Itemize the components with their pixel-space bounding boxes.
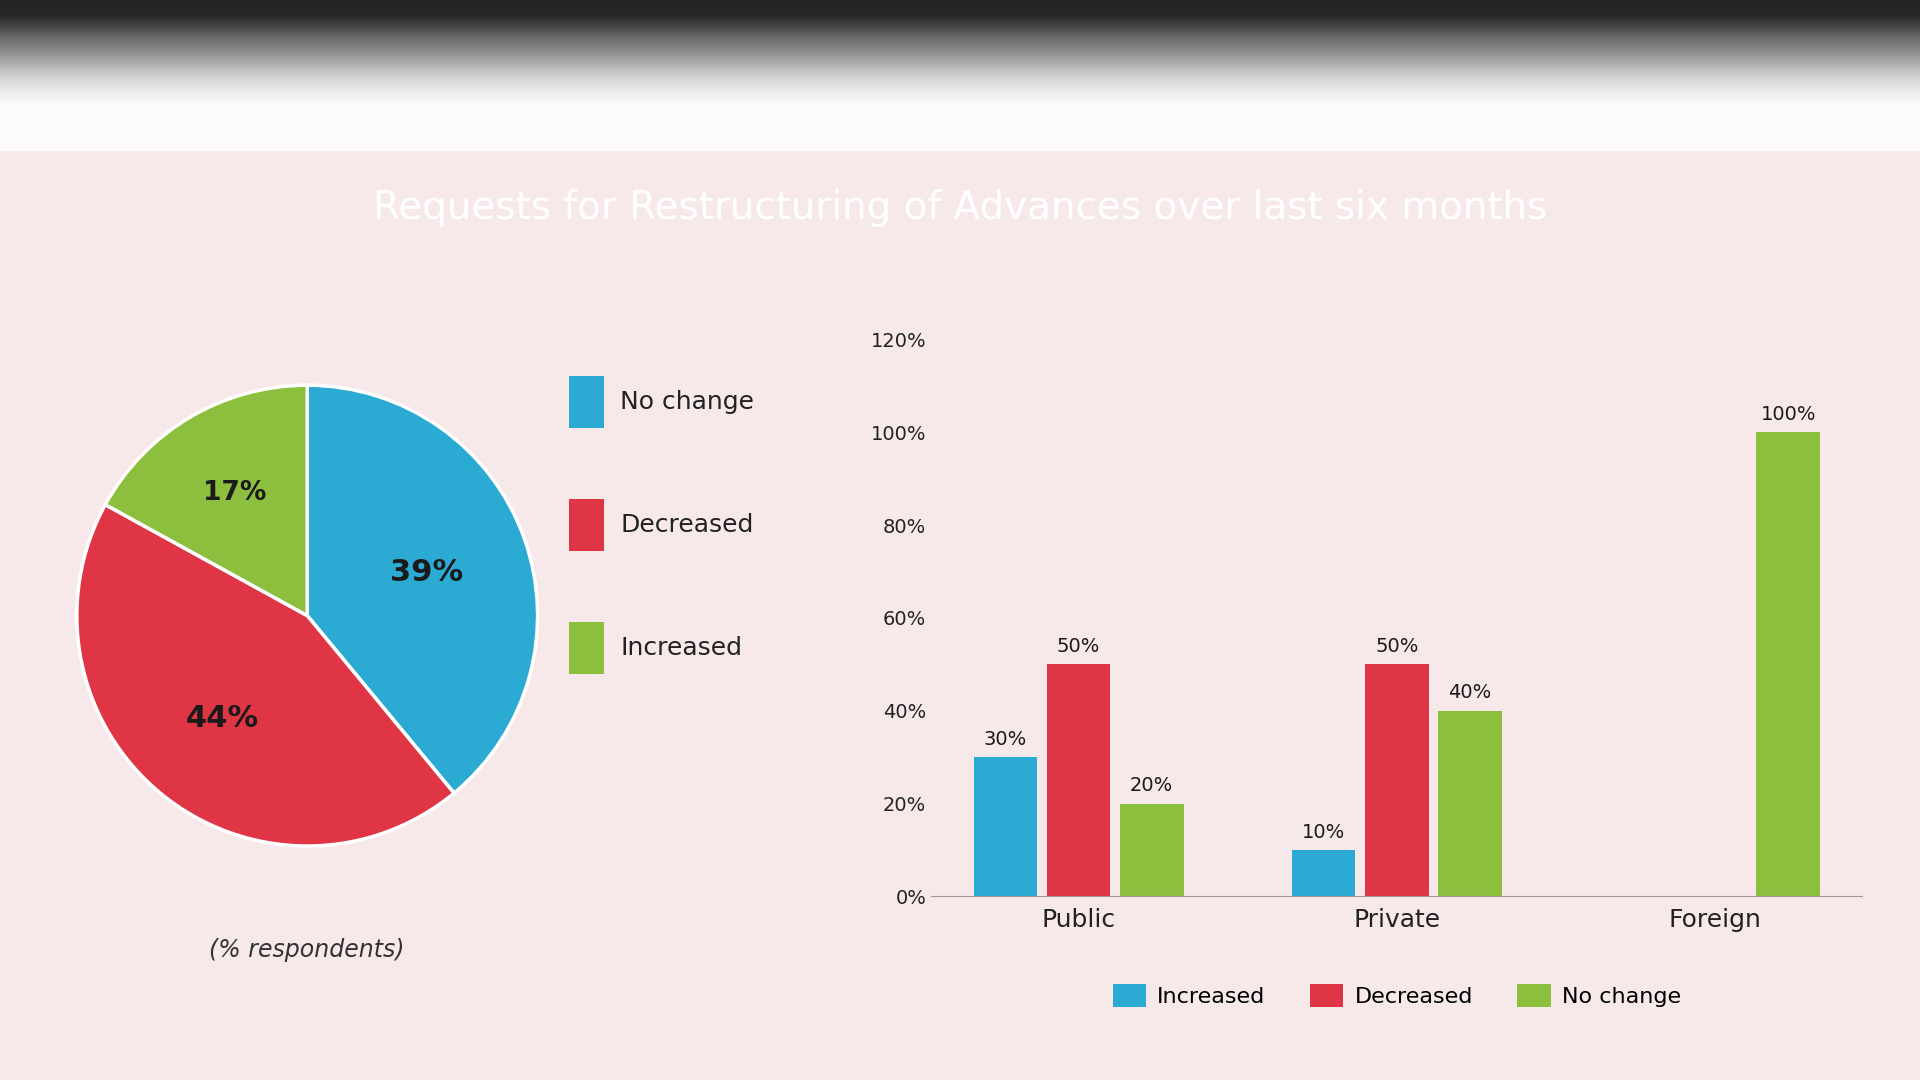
Text: 30%: 30% bbox=[983, 730, 1027, 748]
Bar bbox=[1046, 664, 1110, 896]
Text: 20%: 20% bbox=[1131, 777, 1173, 795]
Text: 39%: 39% bbox=[390, 558, 463, 588]
Text: No change: No change bbox=[620, 390, 755, 414]
Bar bbox=[1757, 432, 1820, 896]
Wedge shape bbox=[106, 386, 307, 616]
Bar bbox=[1365, 664, 1428, 896]
Bar bbox=[1438, 711, 1501, 896]
FancyBboxPatch shape bbox=[568, 622, 605, 674]
FancyBboxPatch shape bbox=[568, 499, 605, 551]
Text: 100%: 100% bbox=[1761, 405, 1816, 424]
Text: 50%: 50% bbox=[1375, 637, 1419, 656]
Bar bbox=[1119, 804, 1183, 896]
Bar bbox=[1292, 850, 1356, 896]
Text: 50%: 50% bbox=[1056, 637, 1100, 656]
Wedge shape bbox=[307, 386, 538, 793]
Text: 17%: 17% bbox=[204, 480, 267, 505]
Text: Increased: Increased bbox=[620, 636, 743, 660]
Bar bbox=[973, 757, 1037, 896]
Text: 44%: 44% bbox=[186, 704, 259, 733]
FancyBboxPatch shape bbox=[568, 376, 605, 428]
Text: Requests for Restructuring of Advances over last six months: Requests for Restructuring of Advances o… bbox=[372, 189, 1548, 227]
Text: 10%: 10% bbox=[1302, 823, 1346, 841]
Legend: Increased, Decreased, No change: Increased, Decreased, No change bbox=[1104, 975, 1690, 1016]
Text: (% respondents): (% respondents) bbox=[209, 939, 405, 962]
Text: 40%: 40% bbox=[1448, 684, 1492, 702]
Text: Decreased: Decreased bbox=[620, 513, 753, 537]
Wedge shape bbox=[77, 504, 453, 846]
